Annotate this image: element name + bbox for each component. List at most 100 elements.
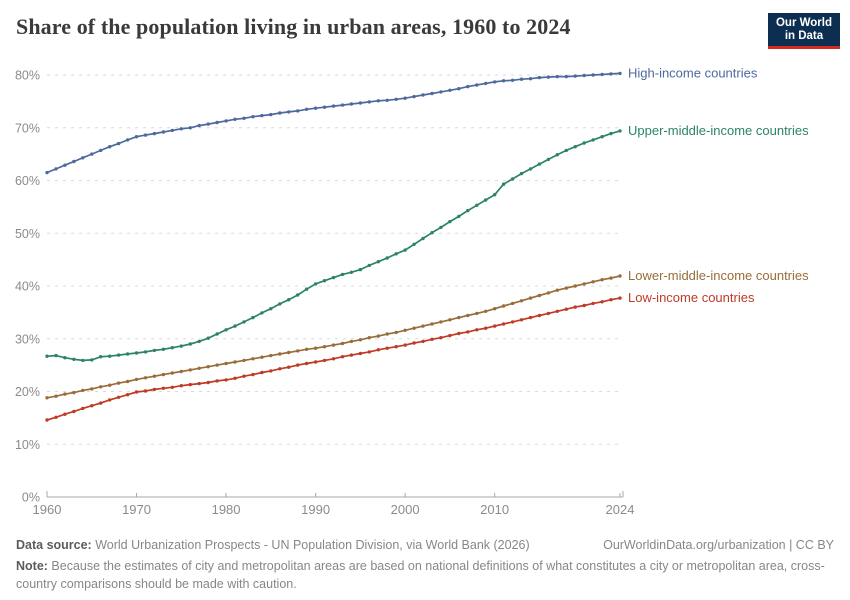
data-point[interactable] bbox=[609, 72, 613, 76]
data-point[interactable] bbox=[537, 162, 542, 166]
data-point[interactable] bbox=[269, 307, 273, 311]
data-point[interactable] bbox=[134, 377, 139, 382]
data-point[interactable] bbox=[313, 360, 318, 364]
data-point[interactable] bbox=[412, 341, 416, 345]
data-point[interactable] bbox=[224, 328, 228, 332]
series-label-high-income-countries[interactable]: High-income countries bbox=[628, 65, 758, 80]
data-point[interactable] bbox=[116, 353, 121, 357]
data-point[interactable] bbox=[45, 418, 49, 422]
data-point[interactable] bbox=[197, 366, 201, 370]
data-point[interactable] bbox=[591, 73, 595, 77]
data-point[interactable] bbox=[537, 313, 542, 318]
data-point[interactable] bbox=[179, 344, 183, 348]
data-point[interactable] bbox=[322, 358, 327, 363]
data-point[interactable] bbox=[537, 75, 542, 80]
data-point[interactable] bbox=[439, 90, 443, 94]
data-point[interactable] bbox=[555, 309, 559, 313]
series-low-income-countries[interactable]: Low-income countries bbox=[45, 290, 755, 422]
data-point[interactable] bbox=[81, 388, 85, 393]
data-point[interactable] bbox=[313, 106, 318, 110]
data-point[interactable] bbox=[251, 357, 255, 361]
data-point[interactable] bbox=[296, 363, 300, 367]
owid-logo[interactable]: Our World in Data bbox=[767, 13, 840, 50]
data-point[interactable] bbox=[197, 123, 201, 128]
data-point[interactable] bbox=[304, 347, 309, 351]
data-point[interactable] bbox=[376, 334, 380, 338]
data-point[interactable] bbox=[367, 263, 371, 268]
series-label-upper-middle-income-countries[interactable]: Upper-middle-income countries bbox=[628, 123, 809, 138]
data-point[interactable] bbox=[260, 355, 264, 359]
data-point[interactable] bbox=[457, 331, 461, 336]
data-point[interactable] bbox=[161, 130, 166, 134]
data-point[interactable] bbox=[528, 296, 533, 300]
data-point[interactable] bbox=[143, 350, 148, 354]
data-point[interactable] bbox=[564, 307, 568, 311]
data-point[interactable] bbox=[528, 315, 533, 320]
data-point[interactable] bbox=[278, 111, 282, 115]
data-point[interactable] bbox=[269, 112, 273, 117]
data-point[interactable] bbox=[609, 276, 613, 280]
data-point[interactable] bbox=[108, 145, 112, 149]
data-point[interactable] bbox=[313, 282, 318, 286]
data-point[interactable] bbox=[170, 385, 174, 389]
data-point[interactable] bbox=[206, 336, 210, 340]
data-point[interactable] bbox=[143, 133, 148, 137]
data-point[interactable] bbox=[412, 94, 416, 99]
data-point[interactable] bbox=[296, 293, 300, 297]
data-point[interactable] bbox=[45, 354, 49, 358]
data-point[interactable] bbox=[224, 119, 228, 123]
data-point[interactable] bbox=[484, 81, 488, 86]
data-point[interactable] bbox=[394, 97, 398, 101]
data-point[interactable] bbox=[457, 214, 461, 219]
data-point[interactable] bbox=[358, 267, 363, 272]
data-point[interactable] bbox=[394, 252, 398, 256]
data-point[interactable] bbox=[340, 272, 345, 277]
data-point[interactable] bbox=[304, 107, 309, 111]
data-point[interactable] bbox=[304, 361, 309, 366]
data-point[interactable] bbox=[331, 275, 336, 280]
data-point[interactable] bbox=[340, 341, 345, 346]
data-point[interactable] bbox=[99, 401, 103, 405]
data-point[interactable] bbox=[349, 270, 354, 274]
data-point[interactable] bbox=[206, 380, 210, 385]
series-high-income-countries[interactable]: High-income countries bbox=[45, 65, 758, 175]
data-point[interactable] bbox=[555, 74, 559, 79]
data-point[interactable] bbox=[72, 159, 76, 164]
data-point[interactable] bbox=[278, 302, 282, 306]
data-point[interactable] bbox=[439, 336, 443, 340]
data-point[interactable] bbox=[394, 330, 398, 335]
data-point[interactable] bbox=[367, 336, 371, 340]
data-point[interactable] bbox=[161, 386, 166, 390]
data-point[interactable] bbox=[412, 326, 416, 330]
data-point[interactable] bbox=[457, 87, 461, 91]
data-point[interactable] bbox=[197, 381, 201, 386]
data-point[interactable] bbox=[125, 379, 130, 384]
data-point[interactable] bbox=[143, 389, 148, 393]
data-point[interactable] bbox=[385, 256, 389, 260]
data-point[interactable] bbox=[493, 307, 497, 311]
data-point[interactable] bbox=[385, 98, 389, 102]
data-point[interactable] bbox=[108, 354, 112, 358]
data-point[interactable] bbox=[72, 357, 76, 361]
data-point[interactable] bbox=[421, 339, 425, 344]
data-point[interactable] bbox=[484, 309, 488, 313]
data-point[interactable] bbox=[90, 404, 94, 408]
data-point[interactable] bbox=[519, 171, 524, 176]
data-point[interactable] bbox=[233, 376, 237, 380]
series-upper-middle-income-countries[interactable]: Upper-middle-income countries bbox=[45, 123, 809, 363]
data-point[interactable] bbox=[412, 242, 416, 246]
data-point[interactable] bbox=[45, 170, 49, 175]
data-point[interactable] bbox=[260, 113, 264, 118]
data-point[interactable] bbox=[331, 104, 336, 108]
data-point[interactable] bbox=[421, 236, 425, 241]
data-point[interactable] bbox=[376, 99, 380, 103]
data-point[interactable] bbox=[99, 148, 103, 153]
data-point[interactable] bbox=[519, 299, 524, 303]
data-point[interactable] bbox=[72, 390, 76, 395]
data-point[interactable] bbox=[54, 353, 58, 358]
data-point[interactable] bbox=[367, 350, 371, 354]
data-point[interactable] bbox=[215, 363, 219, 367]
data-point[interactable] bbox=[63, 392, 67, 396]
data-point[interactable] bbox=[546, 311, 551, 316]
data-point[interactable] bbox=[546, 291, 551, 295]
